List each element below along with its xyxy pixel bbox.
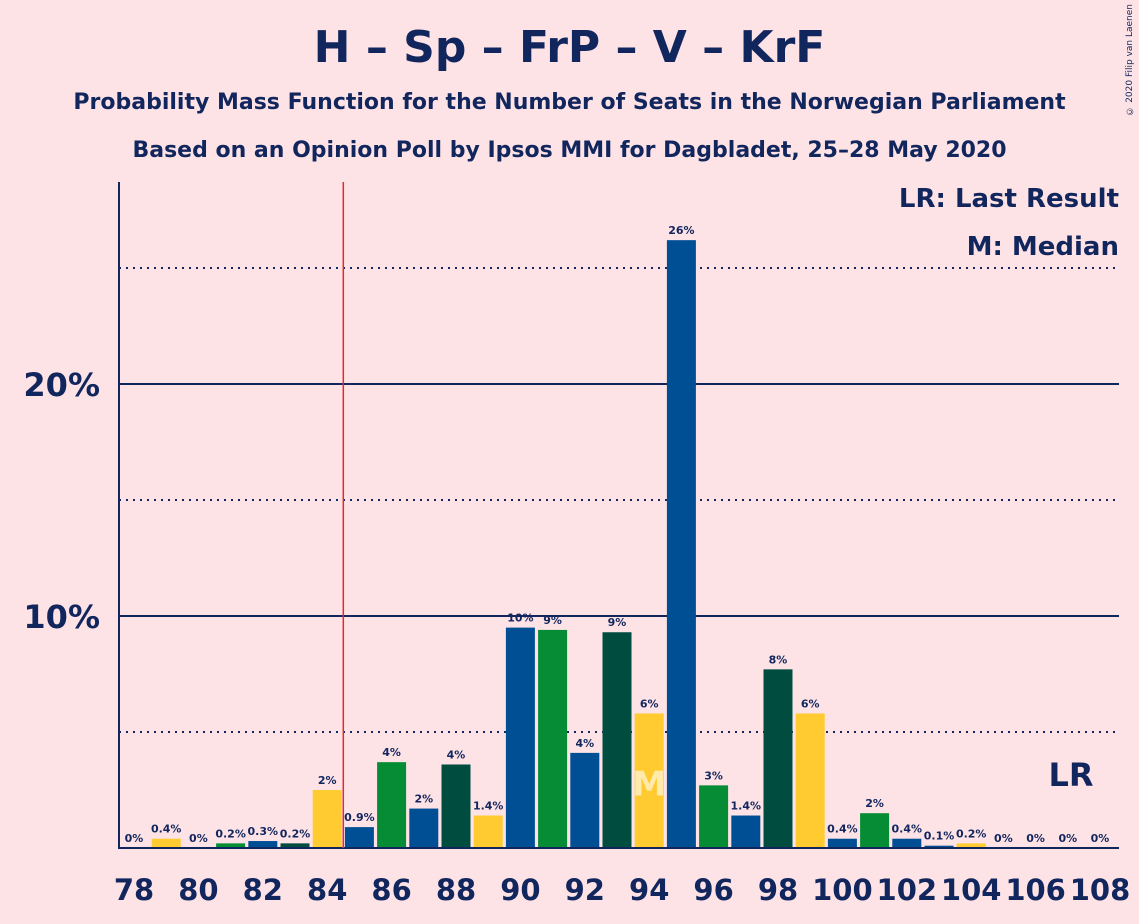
bar-seat-104 [956, 843, 986, 848]
x-tick-label: 92 [565, 873, 605, 907]
bar-seat-83 [280, 843, 310, 848]
data-label-seat-106: 0% [1026, 832, 1045, 845]
bar-seat-84 [312, 790, 342, 848]
median-marker-label: M [632, 764, 666, 804]
data-label-seat-104: 0.2% [956, 827, 987, 840]
x-tick-label: 94 [629, 873, 669, 907]
bar-seat-81 [216, 843, 246, 848]
data-label-seat-82: 0.3% [248, 825, 279, 838]
data-label-seat-96: 3% [704, 769, 723, 782]
data-label-seat-95: 26% [668, 224, 694, 237]
last-result-marker-label: LR [1048, 756, 1093, 794]
data-label-seat-91: 9% [543, 614, 562, 627]
x-tick-label: 86 [371, 873, 411, 907]
x-tick-label: 100 [812, 873, 873, 907]
data-label-seat-92: 4% [575, 737, 594, 750]
bar-seat-103 [924, 845, 954, 848]
bar-seat-94 [634, 713, 664, 848]
bar-seat-79 [151, 838, 181, 848]
x-tick-label: 106 [1005, 873, 1066, 907]
bar-seat-101 [860, 813, 890, 848]
bar-seat-82 [248, 841, 278, 848]
x-tick-label: 98 [758, 873, 798, 907]
bar-seat-96 [699, 785, 729, 848]
data-label-seat-100: 0.4% [827, 823, 858, 836]
bar-seat-93 [602, 632, 632, 848]
data-label-seat-103: 0.1% [924, 830, 955, 843]
bar-seat-90 [505, 627, 535, 848]
data-label-seat-88: 4% [447, 748, 466, 761]
x-tick-label: 102 [877, 873, 938, 907]
data-label-seat-86: 4% [382, 746, 401, 759]
bar-seat-87 [409, 808, 439, 848]
data-label-seat-98: 8% [769, 653, 788, 666]
bar-seat-85 [344, 827, 374, 848]
data-label-seat-102: 0.4% [892, 823, 923, 836]
bar-seat-102 [892, 838, 922, 848]
bar-seat-91 [538, 629, 568, 848]
data-label-seat-108: 0% [1091, 832, 1110, 845]
data-label-seat-93: 9% [608, 616, 627, 629]
bar-seat-98 [763, 669, 793, 848]
data-label-seat-85: 0.9% [344, 811, 375, 824]
data-label-seat-90: 10% [507, 612, 533, 625]
chart-subtitle: Probability Mass Function for the Number… [73, 90, 1066, 115]
x-tick-label: 104 [941, 873, 1002, 907]
x-tick-label: 78 [114, 873, 154, 907]
chart-title: H – Sp – FrP – V – KrF [313, 22, 826, 73]
bar-seat-95 [666, 240, 696, 848]
x-tick-label: 88 [436, 873, 476, 907]
legend-median: M: Median [966, 232, 1119, 262]
bar-seat-86 [377, 762, 407, 848]
bar-seat-99 [795, 713, 825, 848]
x-tick-label: 82 [243, 873, 283, 907]
legend-last-result: LR: Last Result [898, 184, 1119, 214]
bar-seat-100 [827, 838, 857, 848]
data-label-seat-81: 0.2% [215, 827, 246, 840]
bar-seat-97 [731, 815, 761, 848]
bar-seat-89 [473, 815, 503, 848]
data-label-seat-97: 1.4% [731, 800, 762, 813]
y-tick-label: 20% [23, 366, 100, 404]
data-label-seat-78: 0% [125, 832, 144, 845]
y-tick-label: 10% [23, 598, 100, 636]
data-label-seat-101: 2% [865, 797, 884, 810]
x-tick-label: 84 [307, 873, 347, 907]
data-label-seat-84: 2% [318, 774, 337, 787]
x-tick-label: 108 [1070, 873, 1131, 907]
bar-seat-88 [441, 764, 471, 848]
bar-seat-92 [570, 752, 600, 848]
chart-source-line: Based on an Opinion Poll by Ipsos MMI fo… [132, 138, 1007, 163]
data-label-seat-87: 2% [414, 793, 433, 806]
data-label-seat-99: 6% [801, 697, 820, 710]
x-tick-label: 80 [178, 873, 218, 907]
data-label-seat-107: 0% [1058, 832, 1077, 845]
x-tick-label: 96 [693, 873, 733, 907]
data-label-seat-89: 1.4% [473, 800, 504, 813]
data-label-seat-105: 0% [994, 832, 1013, 845]
data-label-seat-80: 0% [189, 832, 208, 845]
data-label-seat-94: 6% [640, 697, 659, 710]
data-label-seat-79: 0.4% [151, 823, 182, 836]
data-label-seat-83: 0.2% [280, 827, 311, 840]
x-tick-label: 90 [500, 873, 540, 907]
